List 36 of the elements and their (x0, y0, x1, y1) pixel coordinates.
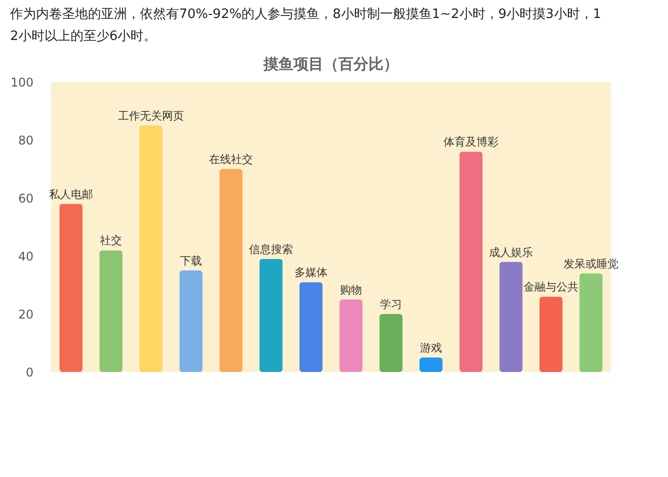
x-tick-label: 学习 (380, 298, 402, 311)
bar (380, 314, 402, 372)
text: 作为内卷圣地的亚洲，依然有70%-92%的人参与摸鱼，8小时制一般摸鱼1~2小时，9小时摸3小时，12小时以上的至少6小时。 (9, 7, 602, 44)
x-tick-label: 社交 (100, 234, 122, 248)
x-tick-label: 成人娱乐 (489, 246, 533, 259)
bar (220, 169, 242, 372)
y-tick-label: 80 (18, 134, 34, 148)
bar (340, 300, 362, 372)
bar (260, 258, 282, 372)
bar (100, 250, 122, 372)
x-tick-label: 体育及博彩 (444, 136, 498, 149)
bar (180, 270, 202, 372)
y-tick-label: 40 (18, 250, 34, 264)
chart-title: 摸鱼项目（百分比） (262, 55, 398, 73)
x-tick-label: 下载 (180, 254, 202, 268)
bar (500, 262, 522, 372)
bar (300, 282, 322, 372)
bar (140, 126, 162, 372)
y-tick-label: 20 (18, 308, 34, 322)
x-tick-label: 游戏 (420, 342, 442, 354)
x-tick-label: 信息搜索 (249, 242, 293, 256)
x-tick-label: 金融与公共 (524, 280, 578, 294)
x-tick-label: 多媒体 (294, 266, 328, 280)
bar (60, 204, 82, 372)
x-tick-label: 私人电邮 (49, 188, 93, 201)
y-tick-label: 100 (10, 76, 34, 90)
bar (540, 296, 562, 372)
y-tick-label: 0 (26, 366, 34, 380)
x-tick-label: 工作无关网页 (118, 110, 184, 122)
bar (420, 358, 442, 372)
x-tick-label: 发呆或睡觉 (564, 257, 618, 270)
bar (580, 273, 602, 372)
x-tick-label: 在线社交 (209, 153, 253, 166)
bar (460, 152, 482, 372)
y-tick-label: 60 (18, 192, 34, 206)
x-tick-label: 购物 (340, 284, 362, 296)
